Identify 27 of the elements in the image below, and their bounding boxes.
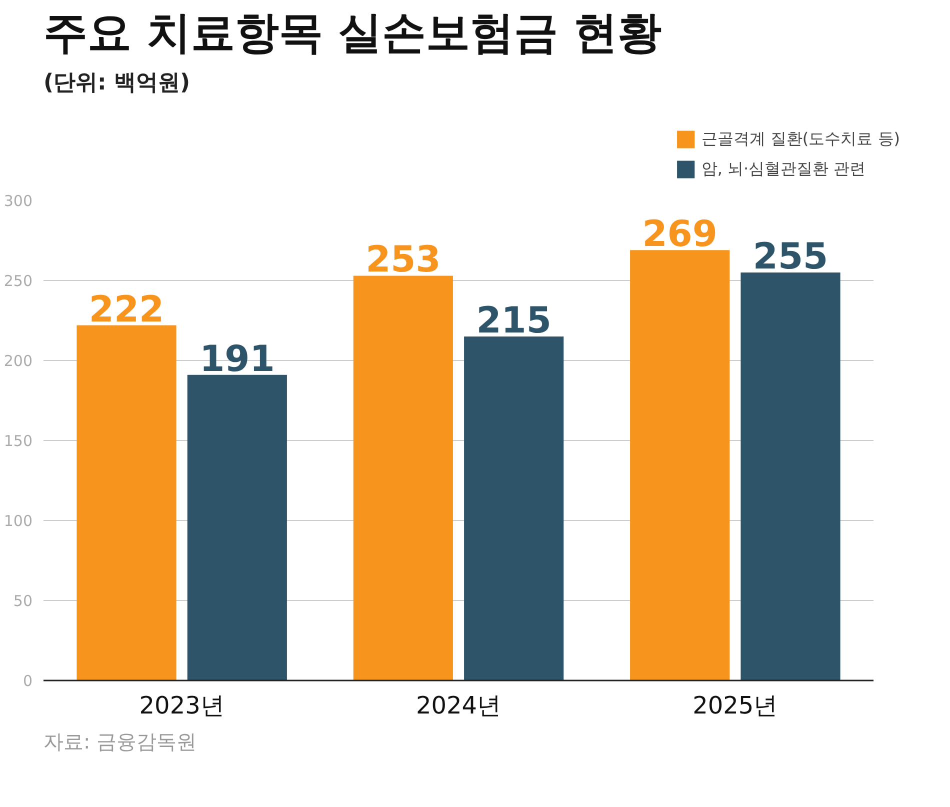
bar — [630, 250, 730, 680]
y-tick-label: 100 — [4, 512, 33, 530]
chart-subtitle: (단위: 백억원) — [44, 70, 190, 96]
y-tick-label: 150 — [4, 432, 33, 450]
y-tick-label: 0 — [22, 672, 33, 690]
legend-label: 근골격계 질환(도수치료 등) — [701, 128, 900, 150]
bar — [187, 374, 287, 680]
text: 자료: 금융감독원 — [44, 730, 197, 754]
x-tick-label: 2023년 — [139, 692, 224, 720]
bar — [464, 336, 564, 680]
x-tick-label: 2024년 — [416, 692, 502, 720]
data-label: 215 — [476, 300, 552, 342]
x-tick-label: 2025년 — [692, 692, 778, 720]
y-tick-label: 250 — [4, 272, 33, 290]
y-tick-label: 300 — [4, 192, 33, 210]
legend-label: 암, 뇌·심혈관질환 관련 — [701, 158, 866, 180]
bar — [76, 325, 176, 680]
y-tick-label: 200 — [4, 352, 33, 370]
chart-title: 주요 치료항목 실손보험금 현황 — [44, 8, 662, 58]
y-tick-label: 50 — [13, 592, 33, 610]
data-label: 222 — [88, 289, 164, 330]
data-label: 191 — [200, 338, 275, 380]
data-label: 253 — [366, 240, 441, 281]
bar — [740, 272, 840, 680]
bar — [353, 276, 453, 680]
data-label: 255 — [752, 236, 828, 278]
data-label: 269 — [642, 214, 718, 256]
